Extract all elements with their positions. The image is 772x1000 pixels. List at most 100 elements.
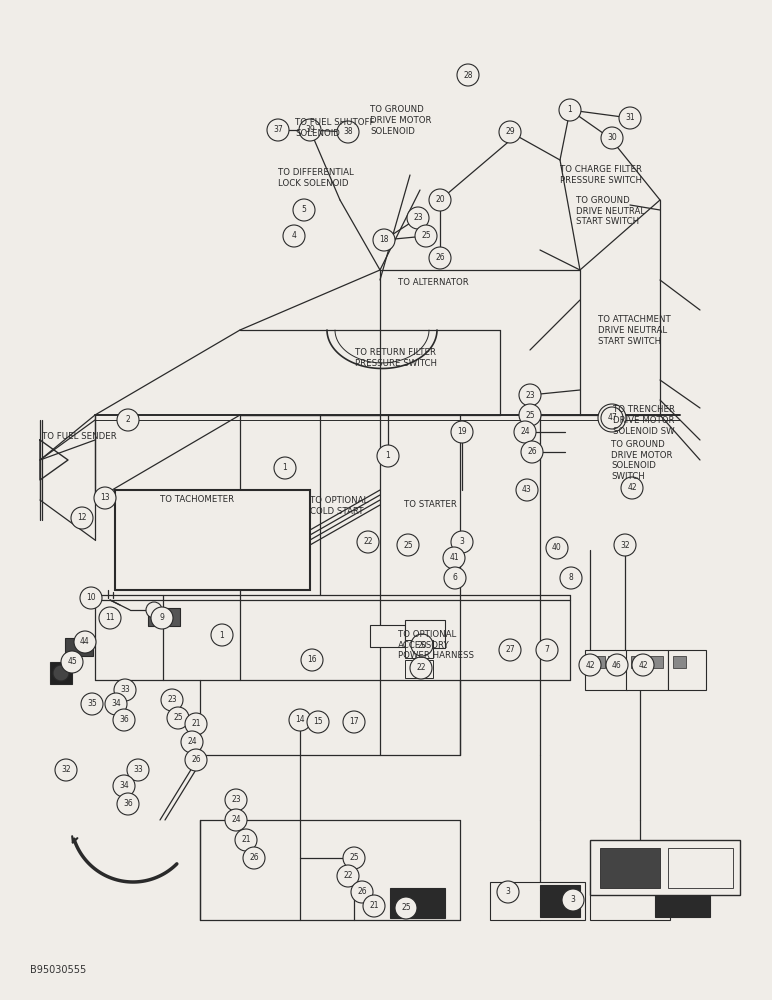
Text: 19: 19 [457, 428, 467, 436]
Circle shape [211, 624, 233, 646]
Circle shape [225, 809, 247, 831]
Bar [626, 650, 668, 690]
Text: 43: 43 [522, 486, 532, 494]
Text: TO OPTIONAL
ACCESSORY
POWER HARNESS: TO OPTIONAL ACCESSORY POWER HARNESS [398, 630, 474, 660]
Bar [600, 848, 660, 888]
Circle shape [559, 99, 581, 121]
Bar [180, 540, 212, 565]
Text: 24: 24 [187, 738, 197, 746]
Text: 40: 40 [552, 544, 562, 552]
Text: 33: 33 [133, 766, 143, 774]
Text: TO STARTER: TO STARTER [404, 500, 457, 509]
Text: 21: 21 [241, 836, 251, 844]
Text: 31: 31 [625, 113, 635, 122]
Text: 39: 39 [305, 125, 315, 134]
Circle shape [601, 127, 623, 149]
Circle shape [181, 731, 203, 753]
Text: 36: 36 [123, 800, 133, 808]
Circle shape [614, 534, 636, 556]
Text: 8: 8 [569, 574, 574, 582]
Text: TO FUEL SHUTOFF
SOLENOID: TO FUEL SHUTOFF SOLENOID [295, 118, 374, 138]
Circle shape [621, 477, 643, 499]
Text: 21: 21 [369, 902, 379, 910]
Circle shape [619, 107, 641, 129]
Text: TO DIFFERENTIAL
LOCK SOLENOID: TO DIFFERENTIAL LOCK SOLENOID [278, 168, 354, 188]
Circle shape [105, 693, 127, 715]
Text: 38: 38 [344, 127, 353, 136]
Text: 44: 44 [80, 638, 90, 647]
Text: TO TRENCHER
DRIVE MOTOR
SOLENOID SW: TO TRENCHER DRIVE MOTOR SOLENOID SW [613, 405, 675, 436]
Circle shape [411, 634, 433, 656]
Circle shape [536, 639, 558, 661]
Circle shape [113, 709, 135, 731]
Bar [212, 515, 244, 540]
Bar [245, 540, 277, 565]
Text: 46: 46 [612, 660, 622, 670]
Text: 24: 24 [520, 428, 530, 436]
Circle shape [395, 897, 417, 919]
Circle shape [80, 587, 102, 609]
Circle shape [185, 713, 207, 735]
Circle shape [429, 247, 451, 269]
Circle shape [606, 654, 628, 676]
Text: 47: 47 [607, 414, 617, 422]
Circle shape [99, 607, 121, 629]
Bar [115, 540, 147, 565]
Bar [50, 662, 72, 684]
Text: 11: 11 [105, 613, 115, 622]
Text: 9: 9 [160, 613, 164, 622]
Circle shape [243, 847, 265, 869]
Text: 25: 25 [422, 232, 431, 240]
Bar [390, 888, 445, 918]
Text: 32: 32 [61, 766, 71, 774]
Circle shape [443, 547, 465, 569]
Text: TO RETURN FILTER
PRESSURE SWITCH: TO RETURN FILTER PRESSURE SWITCH [355, 348, 437, 368]
Bar [212, 565, 244, 590]
Bar [590, 840, 740, 895]
Text: TO OPTIONAL
COLD START: TO OPTIONAL COLD START [310, 496, 368, 516]
Circle shape [451, 531, 473, 553]
Circle shape [301, 649, 323, 671]
Text: 10: 10 [86, 593, 96, 602]
Text: 4: 4 [292, 232, 296, 240]
Circle shape [601, 407, 623, 429]
Circle shape [377, 445, 399, 467]
Text: 29: 29 [505, 127, 515, 136]
Circle shape [307, 711, 329, 733]
Circle shape [444, 567, 466, 589]
Circle shape [546, 537, 568, 559]
Circle shape [415, 225, 437, 247]
Text: 2: 2 [126, 416, 130, 424]
Circle shape [407, 207, 429, 229]
Text: 17: 17 [349, 718, 359, 726]
Circle shape [363, 895, 385, 917]
Circle shape [397, 534, 419, 556]
Bar [585, 650, 627, 690]
Text: 36: 36 [119, 716, 129, 724]
Circle shape [357, 531, 379, 553]
Text: 41: 41 [449, 554, 459, 562]
Bar [590, 656, 605, 668]
Circle shape [289, 709, 311, 731]
Circle shape [167, 707, 189, 729]
Text: 26: 26 [357, 888, 367, 896]
Text: 1: 1 [567, 105, 572, 114]
Text: 26: 26 [435, 253, 445, 262]
Circle shape [235, 829, 257, 851]
Circle shape [55, 759, 77, 781]
Text: 23: 23 [525, 390, 535, 399]
Bar [405, 620, 445, 648]
Text: 33: 33 [120, 686, 130, 694]
Circle shape [117, 409, 139, 431]
Circle shape [299, 119, 321, 141]
Text: 23: 23 [413, 214, 423, 223]
Circle shape [521, 441, 543, 463]
Circle shape [293, 199, 315, 221]
Bar [277, 515, 309, 540]
Circle shape [497, 881, 519, 903]
Text: 1: 1 [386, 452, 391, 460]
Circle shape [632, 654, 654, 676]
Circle shape [337, 865, 359, 887]
Text: 28: 28 [463, 70, 472, 80]
Text: TO ATTACHMENT
DRIVE NEUTRAL
START SWITCH: TO ATTACHMENT DRIVE NEUTRAL START SWITCH [598, 315, 671, 346]
